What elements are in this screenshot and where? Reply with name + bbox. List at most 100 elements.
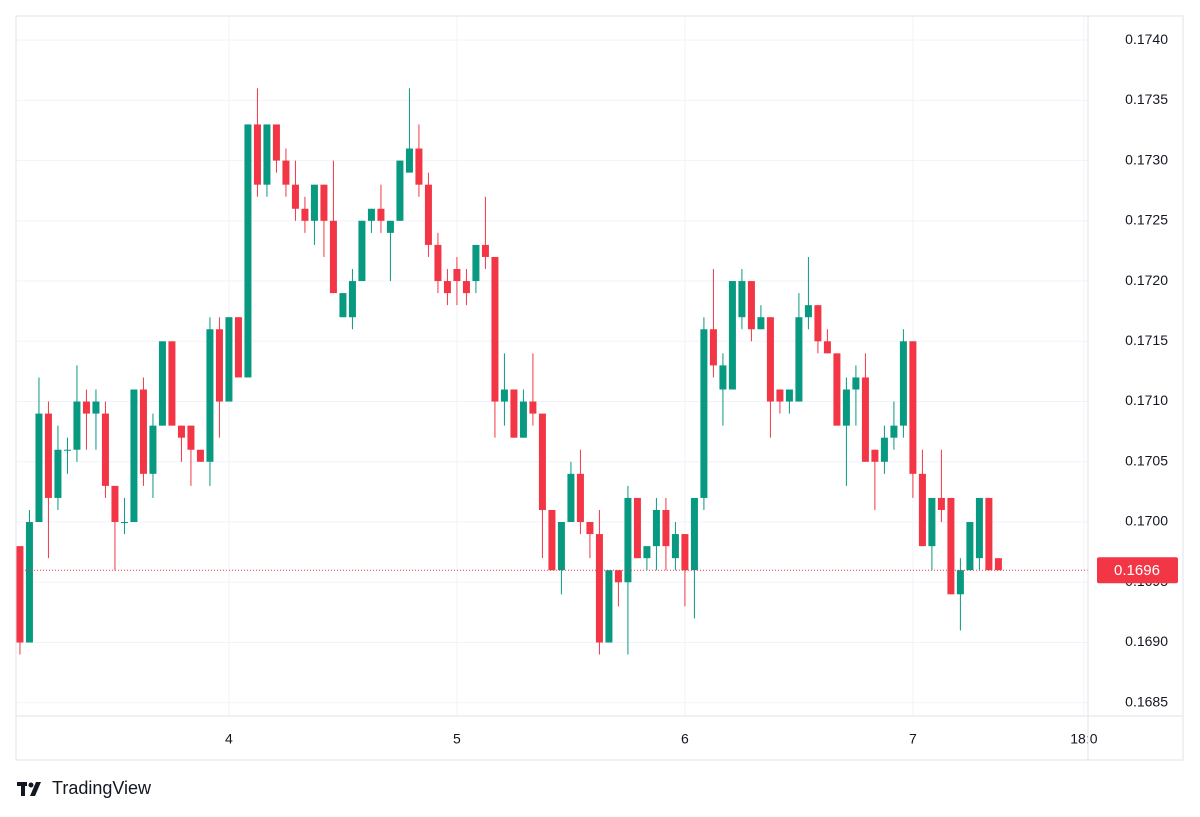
candle-body: [500, 389, 508, 402]
candle-body: [405, 148, 413, 173]
candle-body: [975, 497, 983, 559]
candle-body: [586, 522, 594, 535]
candle-body: [861, 377, 869, 462]
candle-body: [700, 329, 708, 498]
candle-body: [339, 293, 347, 318]
candle-body: [605, 570, 613, 643]
candle-body: [633, 497, 641, 559]
candle-body: [320, 184, 328, 221]
candle-body: [681, 534, 689, 571]
candle-body: [595, 534, 603, 643]
candle-body: [234, 317, 242, 378]
candle-body: [947, 497, 955, 595]
candle-body: [519, 401, 527, 438]
candle-body: [937, 497, 945, 510]
candle-body: [120, 522, 128, 524]
candle-body: [225, 317, 233, 402]
grid: [16, 16, 1088, 716]
candle-body: [149, 425, 157, 474]
candle-body: [491, 256, 499, 402]
last-price-label: 0.1696: [1114, 562, 1160, 579]
candle-body: [358, 220, 366, 282]
candle-body: [842, 389, 850, 426]
candle-body: [101, 413, 109, 486]
candle-body: [890, 425, 898, 438]
candle-body: [747, 281, 755, 330]
candle-body: [310, 184, 318, 221]
candle-body: [994, 558, 1002, 571]
candle-body: [424, 184, 432, 245]
candle-body: [548, 509, 556, 571]
candle-body: [738, 281, 746, 318]
candle-body: [415, 148, 423, 185]
candle-body: [985, 497, 993, 571]
candle-body: [139, 389, 147, 474]
candle-body: [567, 473, 575, 523]
candle-body: [54, 449, 62, 498]
candle-body: [529, 401, 537, 414]
candle-body: [177, 425, 185, 438]
candle-body: [73, 401, 81, 450]
candle-body: [453, 269, 461, 282]
candle-body: [44, 413, 52, 498]
candle-body: [785, 389, 793, 402]
candle-body: [263, 124, 271, 185]
candle-body: [766, 317, 774, 402]
candle-body: [880, 437, 888, 462]
candle-body: [776, 389, 784, 402]
candle-body: [377, 208, 385, 221]
candle-body: [899, 341, 907, 426]
overlay: 0.16850.16900.16950.17000.17050.17100.17…: [16, 31, 1178, 747]
candle-body: [253, 124, 261, 185]
y-tick-label: 0.1725: [1125, 212, 1168, 228]
candle-body: [671, 534, 679, 559]
candle-body: [614, 570, 622, 583]
y-tick-label: 0.1705: [1125, 452, 1168, 468]
y-tick-label: 0.1710: [1125, 392, 1168, 408]
candle-body: [111, 485, 119, 523]
candle-body: [814, 305, 822, 342]
y-tick-label: 0.1690: [1125, 633, 1168, 649]
candle-body: [168, 341, 176, 426]
candle-body: [510, 389, 518, 438]
candle-body: [823, 341, 831, 354]
y-tick-label: 0.1700: [1125, 513, 1168, 529]
candle-body: [434, 244, 442, 282]
x-tick-label: 4: [225, 731, 233, 747]
candle-body: [92, 401, 100, 414]
candle-body: [852, 377, 860, 390]
x-tick-label: 18:0: [1070, 731, 1097, 747]
candle-body: [244, 124, 252, 378]
candle-body: [918, 473, 926, 547]
candle-body: [215, 329, 223, 402]
candle-body: [557, 522, 565, 571]
y-tick-label: 0.1720: [1125, 272, 1168, 288]
candle-body: [282, 160, 290, 185]
last-price-badge: [1097, 557, 1178, 584]
candle-body: [187, 425, 195, 450]
candle-body: [25, 522, 33, 643]
candle-body: [82, 401, 90, 414]
candle-body: [624, 497, 632, 583]
brand-logo: [17, 782, 41, 796]
candle-body: [643, 546, 651, 559]
candle-body: [367, 208, 375, 221]
candle-body: [16, 546, 24, 643]
candle-body: [757, 317, 765, 330]
candle-body: [662, 509, 670, 547]
candle-body: [909, 341, 917, 474]
candle-body: [348, 281, 356, 318]
candle-body: [158, 341, 166, 426]
candles: [16, 88, 1002, 655]
y-tick-label: 0.1685: [1125, 693, 1168, 709]
candle-body: [462, 281, 470, 294]
candle-body: [928, 497, 936, 547]
x-tick-label: 7: [909, 731, 917, 747]
candle-body: [386, 220, 394, 233]
candle-body: [576, 473, 584, 523]
y-tick-label: 0.1715: [1125, 332, 1168, 348]
candle-body: [652, 509, 660, 547]
candle-body: [728, 281, 736, 390]
